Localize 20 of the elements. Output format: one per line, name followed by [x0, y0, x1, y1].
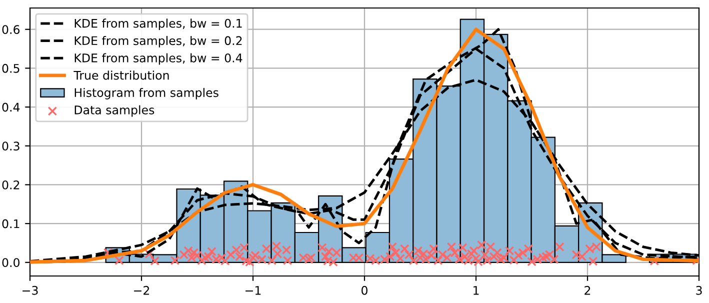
- x-tick-label: −1: [246, 286, 261, 295]
- x-tick-label: 1: [474, 286, 479, 295]
- legend-label: KDE from samples, bw = 0.4: [74, 53, 242, 65]
- y-tick-label: 0.0: [2, 258, 20, 268]
- legend-label: True distribution: [74, 70, 169, 80]
- x-tick-label: −2: [134, 286, 150, 295]
- x-tick-label: 0: [362, 286, 368, 295]
- y-tick-label: 0.3: [2, 142, 20, 151]
- y-tick-label: 0.2: [2, 180, 20, 190]
- y-tick-label: 0.6: [2, 25, 20, 34]
- y-tick-label: 0.4: [2, 102, 20, 112]
- legend-label: KDE from samples, bw = 0.2: [74, 36, 242, 48]
- x-tick-label: 2: [584, 286, 590, 295]
- y-tick-label: 0.1: [2, 219, 20, 228]
- legend-label: KDE from samples, bw = 0.1: [74, 18, 242, 30]
- legend-label: Histogram from samples: [74, 88, 218, 100]
- y-tick-label: 0.5: [2, 64, 20, 73]
- x-tick-label: 3: [696, 286, 702, 295]
- legend-label: Data samples: [74, 105, 154, 117]
- x-tick-label: −3: [22, 286, 38, 295]
